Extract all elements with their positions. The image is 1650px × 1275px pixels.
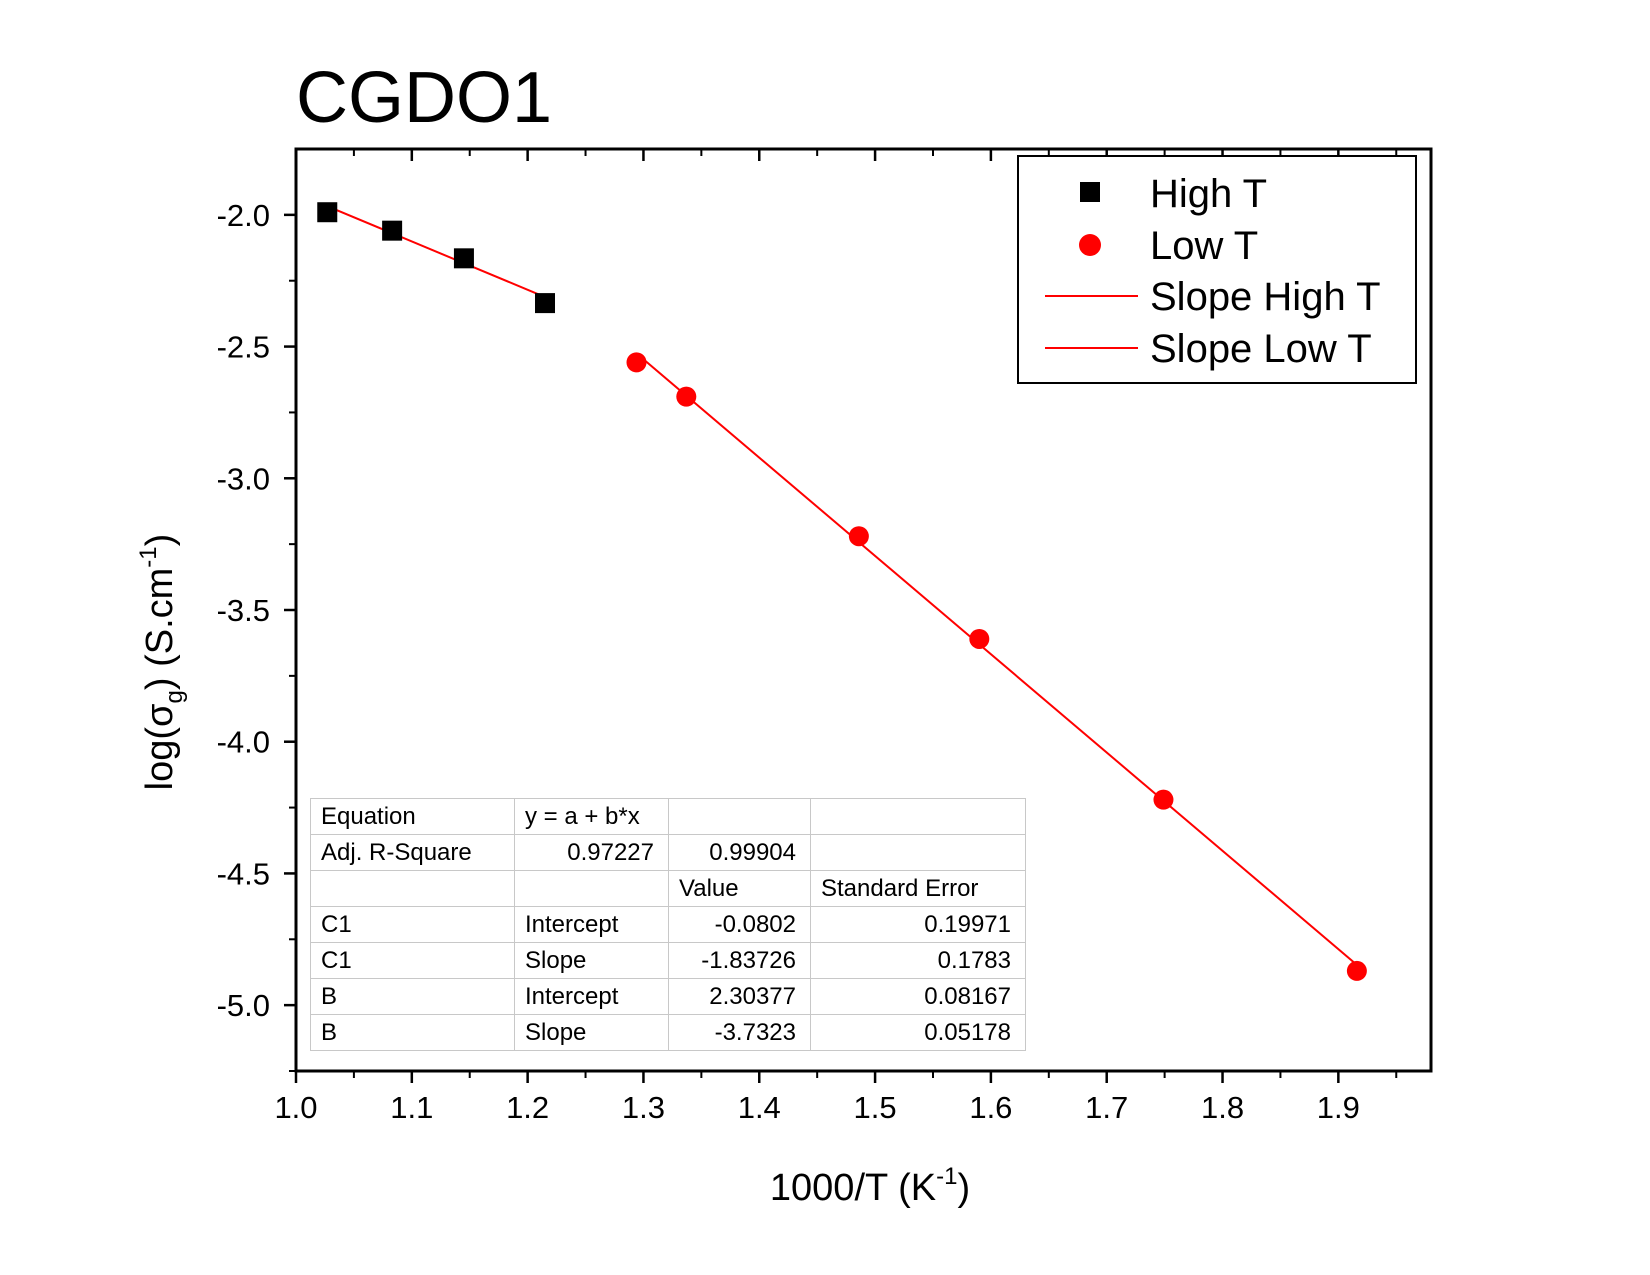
x-tick-label: 1.3 xyxy=(622,1090,665,1125)
fit-table-cell: B xyxy=(310,978,515,1015)
legend-slope-high-t-label: Slope High T xyxy=(1150,275,1381,319)
low-t-point xyxy=(626,352,647,373)
fit-table-cell: C1 xyxy=(310,942,515,979)
low-t-point xyxy=(969,628,990,649)
legend-high-t-label: High T xyxy=(1150,172,1267,216)
fit-table-cell: -3.7323 xyxy=(668,1014,811,1051)
fit-table-cell: Value xyxy=(668,870,811,907)
x-axis-title-close: ) xyxy=(957,1167,970,1209)
data-markers xyxy=(317,202,1367,981)
y-axis: -2.0 -2.5 -3.0 -3.5 -4.0 -4.5 -5.0 xyxy=(217,198,296,1072)
x-axis-title: 1000/T (K-1) xyxy=(770,1163,970,1209)
fit-table-cell xyxy=(810,834,1026,871)
low-t-point xyxy=(1346,960,1367,981)
fit-table-cell: Standard Error xyxy=(810,870,1026,907)
fit-table-row: Adj. R-Square 0.97227 0.99904 xyxy=(310,834,1026,871)
x-axis-title-superscript: -1 xyxy=(936,1163,957,1190)
fit-table-cell: Equation xyxy=(310,798,515,835)
fit-table-cell: 2.30377 xyxy=(668,978,811,1015)
fit-table-cell: Intercept xyxy=(514,978,669,1015)
y-axis-title-close: ) xyxy=(139,534,181,547)
fit-table-cell: C1 xyxy=(310,906,515,943)
fit-table-cell: 0.08167 xyxy=(810,978,1026,1015)
fit-table-cell: 0.19971 xyxy=(810,906,1026,943)
low-t-point xyxy=(1153,789,1174,810)
fit-table-cell: 0.97227 xyxy=(514,834,669,871)
x-tick-label: 1.6 xyxy=(969,1090,1012,1125)
fit-table-row: B Slope -3.7323 0.05178 xyxy=(310,1014,1026,1051)
high-t-point xyxy=(535,293,556,314)
x-tick-label: 1.2 xyxy=(506,1090,549,1125)
fit-table-cell: -0.0802 xyxy=(668,906,811,943)
y-tick-label: -3.0 xyxy=(217,461,270,496)
fit-table-cell: Intercept xyxy=(514,906,669,943)
y-tick-label: -4.0 xyxy=(217,725,270,760)
slope-high-t-line xyxy=(326,205,546,298)
legend-high-t-marker xyxy=(1080,182,1100,202)
y-axis-title-sigma: σ xyxy=(139,703,181,726)
x-tick-label: 1.9 xyxy=(1317,1090,1360,1125)
fit-table-row: Value Standard Error xyxy=(310,870,1026,907)
fit-table-cell: y = a + b*x xyxy=(514,798,669,835)
fit-table-row: C1 Slope -1.83726 0.1783 xyxy=(310,942,1026,979)
fit-lines xyxy=(326,205,1358,966)
y-axis-title-superscript: -1 xyxy=(135,546,162,567)
chart-title: CGDO1 xyxy=(296,58,552,138)
legend-low-t-marker xyxy=(1079,234,1101,256)
x-tick-label: 1.4 xyxy=(738,1090,781,1125)
low-t-point xyxy=(848,526,869,547)
fit-table-cell: B xyxy=(310,1014,515,1051)
fit-table-row: B Intercept 2.30377 0.08167 xyxy=(310,978,1026,1015)
y-axis-title-subscript: g xyxy=(161,690,188,703)
legend-low-t-label: Low T xyxy=(1150,224,1258,268)
x-tick-label: 1.7 xyxy=(1085,1090,1128,1125)
high-t-point xyxy=(317,202,338,223)
fit-table-cell xyxy=(514,870,669,907)
slope-low-t-line xyxy=(635,352,1358,966)
fit-table-cell xyxy=(668,798,811,835)
fit-table-cell: 0.99904 xyxy=(668,834,811,871)
fit-table-cell xyxy=(310,870,515,907)
x-tick-label: 1.1 xyxy=(390,1090,433,1125)
y-tick-label: -3.5 xyxy=(217,593,270,628)
fit-results-table: Equation y = a + b*x Adj. R-Square 0.97227 0… xyxy=(310,798,1026,1051)
fit-table-cell: 0.05178 xyxy=(810,1014,1026,1051)
y-axis-title: log(σg) (S.cm-1) xyxy=(135,534,188,791)
legend-slope-low-t-label: Slope Low T xyxy=(1150,327,1372,371)
fit-table-row: C1 Intercept -0.0802 0.19971 xyxy=(310,906,1026,943)
fit-table-cell: 0.1783 xyxy=(810,942,1026,979)
y-tick-label: -2.5 xyxy=(217,330,270,365)
high-t-point xyxy=(382,220,403,241)
y-axis-title-units: ) (S.cm xyxy=(139,568,181,690)
x-axis-title-text: 1000/T (K xyxy=(770,1167,936,1209)
y-tick-label: -5.0 xyxy=(217,988,270,1023)
y-axis-title-part-log: log( xyxy=(139,727,181,791)
high-t-point xyxy=(453,248,474,269)
fit-table-cell: Adj. R-Square xyxy=(310,834,515,871)
x-tick-label: 1.8 xyxy=(1201,1090,1244,1125)
x-tick-label: 1.0 xyxy=(274,1090,317,1125)
legend: High T Low T Slope High T Slope Low T xyxy=(1017,155,1417,384)
fit-table-cell xyxy=(810,798,1026,835)
x-tick-label: 1.5 xyxy=(854,1090,897,1125)
fit-table-cell: Slope xyxy=(514,1014,669,1051)
y-tick-label: -2.0 xyxy=(217,198,270,233)
low-t-point xyxy=(676,386,697,407)
y-tick-label: -4.5 xyxy=(217,856,270,891)
fit-table-row: Equation y = a + b*x xyxy=(310,798,1026,835)
x-axis: 1.0 1.1 1.2 1.3 1.4 1.5 1.6 1.7 1.8 1.9 xyxy=(274,149,1398,1125)
fit-table-cell: -1.83726 xyxy=(668,942,811,979)
fit-table-cell: Slope xyxy=(514,942,669,979)
